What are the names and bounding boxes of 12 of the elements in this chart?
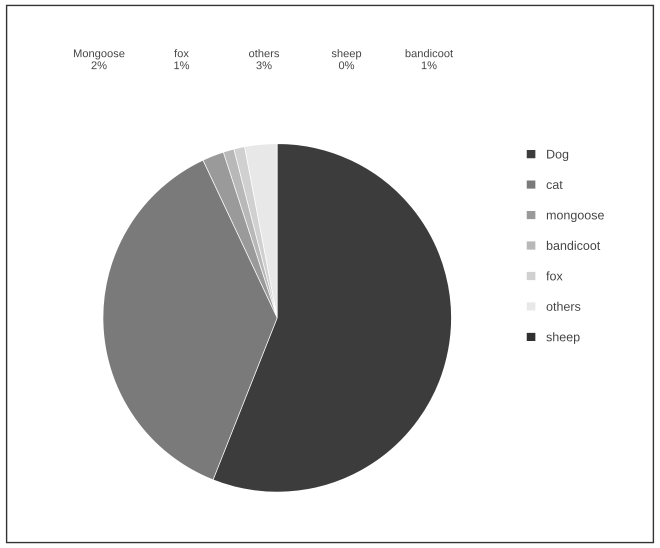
legend-label: bandicoot (546, 240, 600, 250)
legend-label: sheep (546, 332, 580, 344)
legend-label: cat (546, 180, 563, 190)
legend-label: others (546, 302, 580, 311)
text: Mongoose 2% (74, 50, 124, 70)
text: sheep 0% (332, 49, 362, 70)
text: fox 1% (174, 49, 190, 70)
legend-label: mongoose (546, 212, 604, 222)
text: others 3% (249, 49, 280, 70)
text: bandicoot 1% (406, 49, 454, 70)
legend-label: fox (546, 271, 563, 280)
legend-label: Dog (547, 150, 568, 162)
